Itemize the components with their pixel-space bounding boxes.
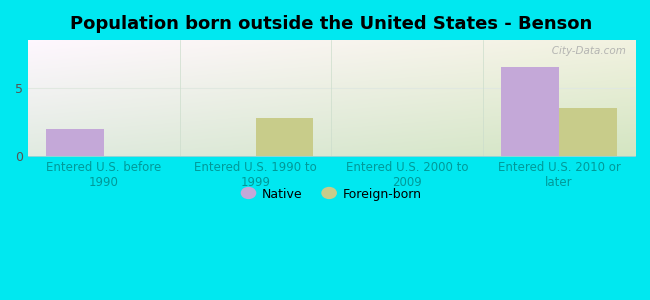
Bar	[559, 109, 617, 156]
Bar	[46, 129, 104, 156]
Bar	[255, 118, 313, 156]
Title: Population born outside the United States - Benson: Population born outside the United State…	[70, 15, 593, 33]
Legend: Native, Foreign-born: Native, Foreign-born	[236, 183, 427, 206]
Bar	[501, 68, 559, 156]
Text: City-Data.com: City-Data.com	[542, 46, 626, 56]
